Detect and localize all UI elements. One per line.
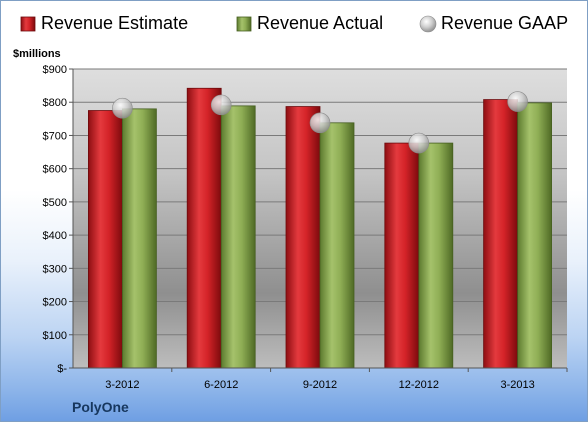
- bars: [88, 87, 552, 369]
- y-tick-label: $300: [43, 263, 67, 275]
- legend-swatch-0: [20, 16, 36, 32]
- bar-revenue-actual-9-2012: [319, 122, 355, 369]
- bar-revenue-estimate-3-2013: [483, 99, 519, 369]
- x-tick-label: 3-2012: [105, 379, 139, 391]
- bar-revenue-estimate-6-2012: [186, 87, 222, 369]
- y-tick-label: $500: [43, 197, 67, 209]
- bar-revenue-actual-6-2012: [220, 105, 256, 369]
- y-tick-label: $-: [57, 363, 67, 375]
- y-tick-label: $800: [43, 97, 67, 109]
- legend-label-1: Revenue Actual: [257, 13, 383, 33]
- y-tick-label: $900: [43, 64, 67, 76]
- x-axis: 3-2012 6-2012 9-2012 12-2012 3-2013: [73, 367, 568, 391]
- y-tick-label: $200: [43, 297, 67, 309]
- legend: Revenue Estimate Revenue Actual Revenue GA…: [20, 13, 568, 33]
- marker-revenue-gaap-3-2013: [507, 91, 528, 112]
- marker-revenue-gaap-3-2012: [112, 97, 133, 119]
- y-tick-label: $600: [43, 164, 67, 176]
- bar-revenue-actual-12-2012: [418, 142, 454, 369]
- marker-revenue-gaap-12-2012: [408, 132, 430, 154]
- x-tick-label: 3-2013: [500, 379, 534, 391]
- x-tick-label: 6-2012: [204, 379, 238, 391]
- y-tick-label: $400: [43, 230, 67, 242]
- y-axis: $- $100 $200 $300 $400 $500 $600 $700 $800 $900: [43, 64, 74, 375]
- company-label: PolyOne: [72, 399, 129, 415]
- marker-revenue-gaap-9-2012: [309, 112, 331, 134]
- x-tick-label: 12-2012: [399, 379, 439, 391]
- unit-label: $millions: [13, 48, 61, 60]
- legend-swatch-1: [236, 16, 252, 32]
- y-tick-label: $100: [43, 330, 67, 342]
- gaap-markers: [112, 91, 528, 154]
- bar-revenue-estimate-9-2012: [285, 106, 321, 369]
- bar-revenue-estimate-3-2012: [88, 110, 123, 369]
- bar-revenue-estimate-12-2012: [384, 142, 420, 369]
- bar-revenue-actual-3-2013: [517, 102, 552, 369]
- y-tick-label: $700: [43, 130, 67, 142]
- legend-label-2: Revenue GAAP: [441, 13, 568, 33]
- legend-swatch-2: [419, 15, 437, 33]
- legend-label-0: Revenue Estimate: [41, 13, 188, 33]
- bar-revenue-actual-3-2012: [122, 108, 157, 369]
- marker-revenue-gaap-6-2012: [210, 94, 232, 116]
- x-tick-label: 9-2012: [303, 379, 337, 391]
